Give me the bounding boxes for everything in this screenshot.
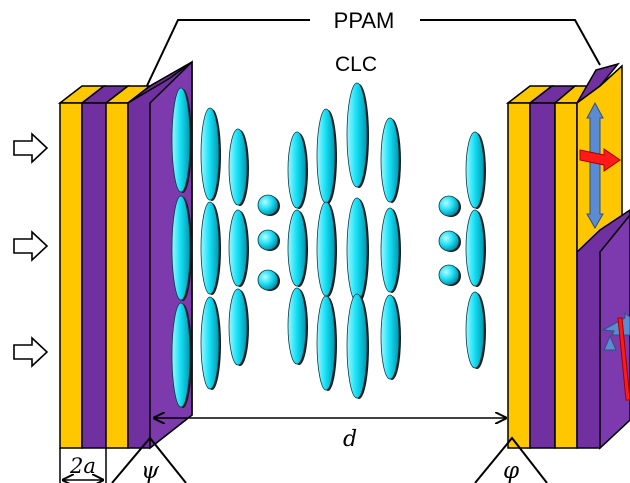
psi-label: ψ: [141, 458, 160, 483]
lc-molecule-ellipsoid: [316, 201, 336, 297]
lc-molecule-ellipsoid: [228, 288, 248, 366]
incident-arrow: [13, 230, 49, 262]
lc-molecule-sphere: [257, 229, 279, 251]
lc-molecule-ellipsoid: [380, 207, 400, 293]
lc-molecule-ellipsoid: [287, 131, 307, 209]
lc-molecule-ellipsoid: [380, 294, 400, 380]
lc-molecule-ellipsoid: [171, 195, 191, 301]
thickness-indicator: [59, 448, 107, 483]
ppam-bracket: [144, 19, 601, 91]
lc-molecule-ellipsoid: [465, 291, 485, 369]
lc-molecule-ellipsoid: [200, 296, 220, 390]
clc-molecules: [171, 82, 486, 408]
lc-molecule-ellipsoid: [346, 293, 368, 399]
lc-molecule-sphere: [438, 195, 460, 217]
lc-molecule-sphere: [257, 269, 279, 291]
right-plate-stack: [505, 62, 630, 450]
lc-molecule-sphere: [438, 230, 460, 252]
clc-label: CLC: [335, 53, 377, 76]
right-plate-axes: [579, 101, 630, 401]
lc-molecule-ellipsoid: [287, 209, 307, 287]
lc-molecule-sphere: [257, 194, 279, 216]
lc-molecule-ellipsoid: [316, 295, 336, 391]
lc-molecule-ellipsoid: [200, 201, 220, 295]
incident-arrow: [13, 336, 49, 368]
spacing-d-label: d: [343, 427, 357, 452]
thickness-label: 2a: [69, 454, 96, 478]
lc-molecule-ellipsoid: [465, 209, 485, 287]
lc-molecule-ellipsoid: [171, 302, 191, 408]
lc-molecule-ellipsoid: [380, 117, 400, 203]
ppam-label: PPAM: [334, 8, 395, 33]
lc-molecule-ellipsoid: [287, 287, 307, 365]
lc-molecule-ellipsoid: [200, 107, 220, 201]
lc-molecule-ellipsoid: [346, 82, 368, 188]
lower-axis-arrows: [601, 311, 630, 401]
lc-molecule-ellipsoid: [346, 197, 368, 303]
lc-molecule-ellipsoid: [316, 108, 336, 204]
lc-molecule-ellipsoid: [465, 131, 485, 209]
incident-arrow: [13, 132, 49, 164]
lc-molecule-ellipsoid: [171, 87, 191, 193]
lc-molecule-ellipsoid: [228, 209, 248, 287]
incident-arrows: [13, 132, 49, 368]
lc-molecule-ellipsoid: [228, 128, 248, 206]
phi-angle: [474, 436, 548, 483]
psi-angle: [111, 436, 187, 483]
upper-axis-arrows: [579, 101, 621, 230]
lc-molecule-sphere: [438, 264, 460, 286]
phi-label: φ: [503, 458, 520, 483]
